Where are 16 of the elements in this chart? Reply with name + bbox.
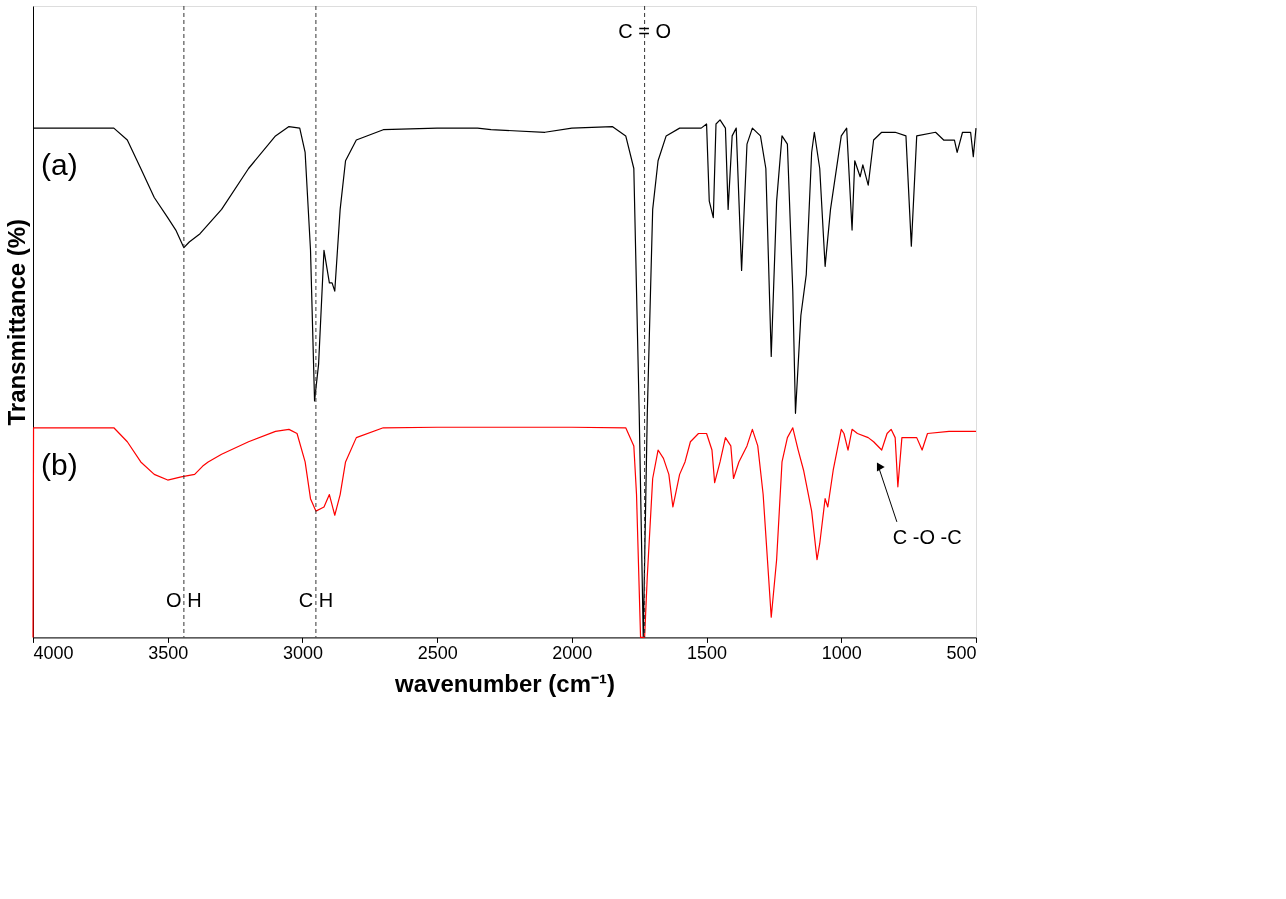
x-tick-label: 4000 bbox=[33, 642, 74, 663]
annotation: C H bbox=[298, 589, 334, 612]
y-axis-title: Transmittance (%) bbox=[2, 218, 30, 426]
x-tick-label: 3000 bbox=[282, 642, 323, 663]
annotation: O H bbox=[166, 589, 202, 612]
series-label: (b) bbox=[41, 447, 78, 481]
annotation: C -O -C bbox=[892, 525, 962, 548]
x-tick-label: 500 bbox=[946, 642, 977, 663]
x-tick-label: 2000 bbox=[552, 642, 593, 663]
x-axis-title: wavenumber (cm⁻¹) bbox=[394, 669, 615, 697]
x-tick-label: 2500 bbox=[417, 642, 458, 663]
x-tick-label: 3500 bbox=[148, 642, 189, 663]
annotation: C = O bbox=[618, 19, 671, 42]
x-tick-label: 1000 bbox=[821, 642, 862, 663]
series-label: (a) bbox=[41, 148, 78, 182]
x-tick-label: 1500 bbox=[687, 642, 728, 663]
